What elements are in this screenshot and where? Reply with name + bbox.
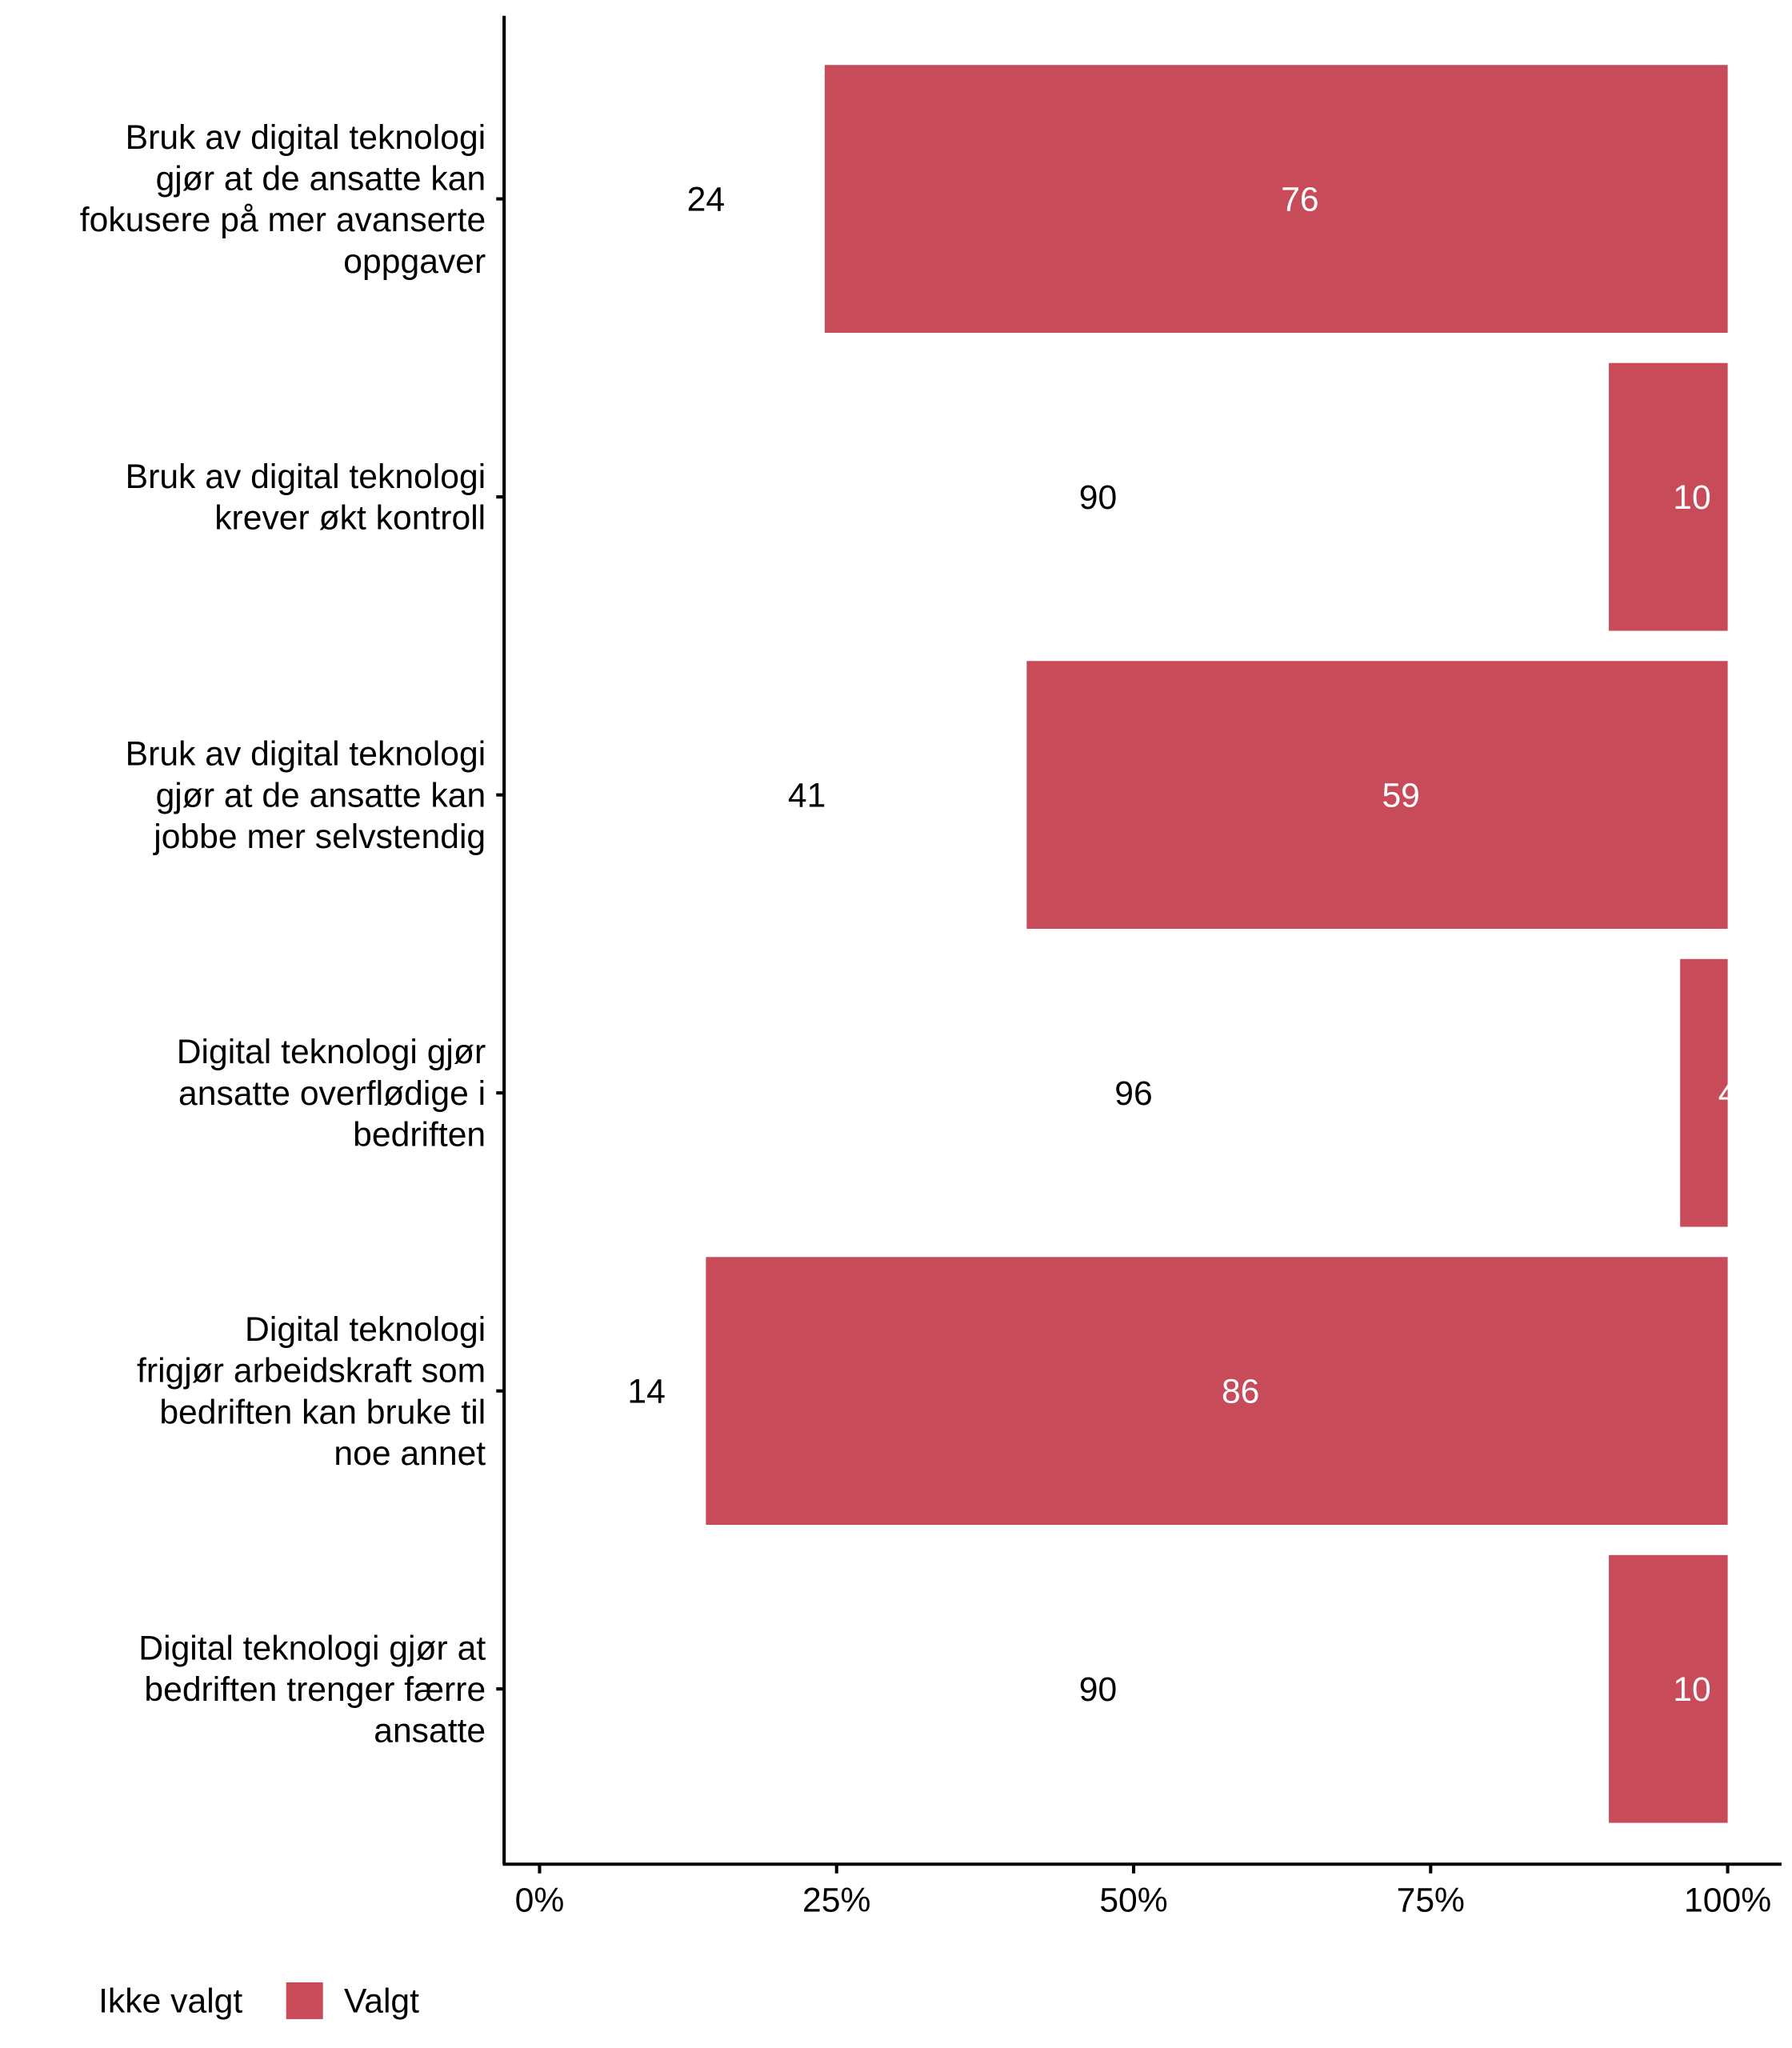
legend-label-ikke-valgt: Ikke valgt — [98, 1982, 242, 2021]
data-label: 90 — [1079, 1670, 1117, 1709]
x-tick-label: 100% — [1684, 1881, 1771, 1919]
data-label: 4 — [1718, 1074, 1738, 1113]
bar-valgt — [824, 65, 1728, 333]
data-label: 90 — [1079, 478, 1117, 517]
data-label: 59 — [1382, 776, 1419, 814]
category-label: gjør at de ansatte kan — [156, 776, 486, 814]
legend: Ikke valgt Valgt — [98, 1982, 419, 2021]
data-label: 24 — [687, 180, 725, 218]
data-label: 96 — [1114, 1074, 1152, 1113]
x-tick-label: 0% — [515, 1881, 565, 1919]
category-label: jobbe mer selvstendig — [152, 818, 486, 856]
data-label: 14 — [627, 1372, 665, 1410]
x-tick-label: 25% — [802, 1881, 870, 1919]
data-label: 86 — [1222, 1372, 1259, 1410]
bar-valgt — [706, 1257, 1728, 1526]
category-label: oppgaver — [343, 242, 486, 281]
bar-valgt — [1680, 958, 1728, 1227]
category-label: Bruk av digital teknologi — [126, 458, 486, 496]
category-label: fokusere på mer avanserte — [80, 201, 486, 239]
category-label: frigjør arbeidskraft som — [137, 1352, 486, 1390]
category-label: krever økt kontroll — [214, 499, 486, 538]
category-label: bedriften trenger færre — [144, 1670, 486, 1709]
x-tick-label: 50% — [1099, 1881, 1167, 1919]
data-label: 41 — [788, 776, 826, 814]
category-label: ansatte — [374, 1712, 486, 1750]
category-label: Bruk av digital teknologi — [126, 118, 486, 157]
x-tick-label: 75% — [1397, 1881, 1465, 1919]
category-label: bedriften kan bruke til — [159, 1393, 486, 1431]
category-label: Digital teknologi gjør at — [138, 1629, 486, 1667]
x-ticks: 0% 25% 50% 75% 100% — [515, 1864, 1771, 1919]
bar-valgt — [1609, 1554, 1728, 1823]
category-label: bedriften — [353, 1116, 486, 1154]
category-label: gjør at de ansatte kan — [156, 160, 486, 198]
category-label: Digital teknologi — [245, 1310, 486, 1349]
legend-label-valgt: Valgt — [344, 1982, 419, 2021]
data-label: 10 — [1673, 1670, 1710, 1709]
category-label: Digital teknologi gjør — [177, 1033, 486, 1071]
data-label: 76 — [1281, 180, 1318, 218]
data-label: 10 — [1673, 478, 1710, 517]
category-label: Bruk av digital teknologi — [126, 735, 486, 774]
bar-valgt — [1026, 661, 1728, 930]
category-label: noe annet — [334, 1434, 486, 1473]
category-label: ansatte overflødige i — [178, 1074, 486, 1113]
bars: 24 76 90 10 41 59 96 4 14 86 90 10 — [627, 65, 1738, 1823]
legend-swatch-valgt — [286, 1982, 323, 2019]
bar-valgt — [1609, 362, 1728, 631]
